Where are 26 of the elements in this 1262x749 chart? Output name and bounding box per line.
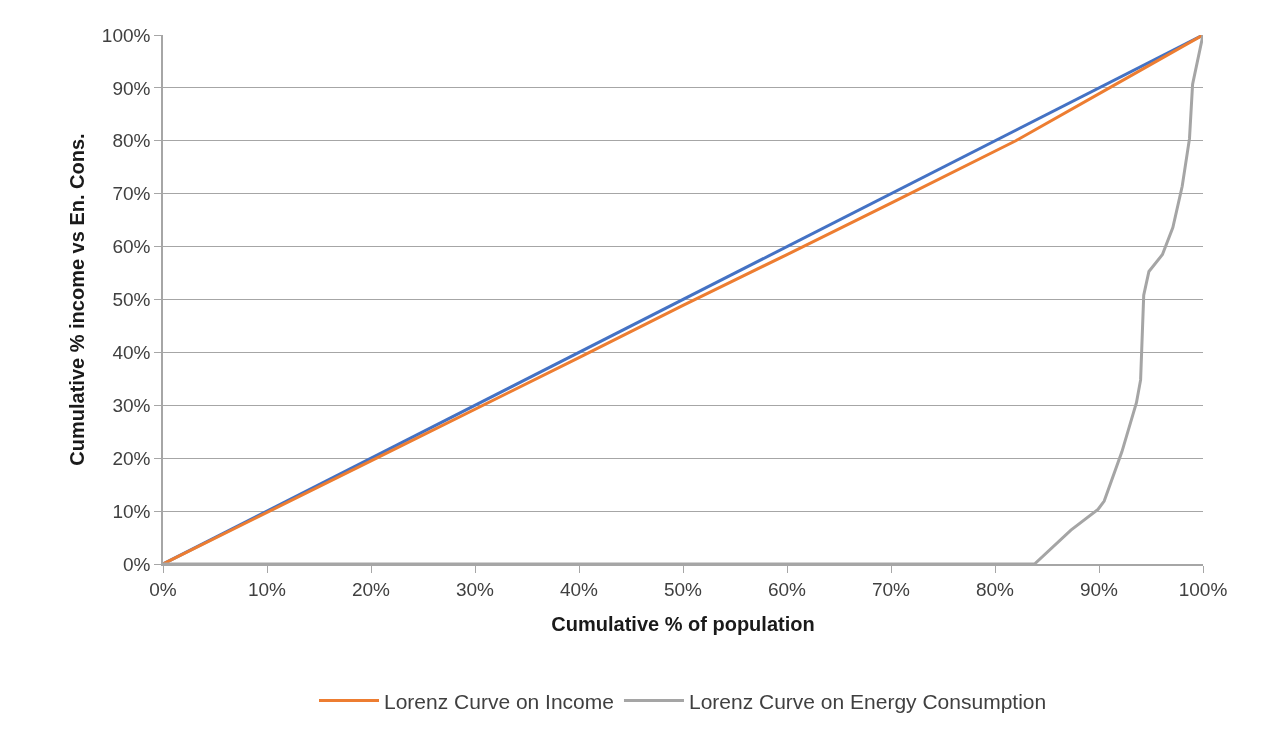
y-tick-label: 30% [112,394,151,416]
y-tick-label: 20% [112,447,151,469]
y-tick-label: 0% [122,553,151,575]
y-tick-label: 100% [101,24,151,46]
x-tick-label: 60% [767,578,807,600]
y-tick-label: 10% [112,500,151,522]
x-tick-label: 80% [975,578,1015,600]
x-tick-label: 10% [247,578,287,600]
x-tick-label: 20% [351,578,391,600]
x-tick-label: 100% [1178,578,1228,600]
y-tick-label: 60% [112,236,151,258]
x-axis-title: Cumulative % of population [551,612,815,635]
y-tick-label: 80% [112,130,151,152]
x-tick-label: 0% [149,578,177,600]
y-tick-label: 40% [112,342,151,364]
x-tick-label: 40% [559,578,599,600]
legend-label: Lorenz Curve on Energy Consumption [688,689,1047,713]
x-tick-label: 90% [1079,578,1119,600]
x-tick-label: 30% [455,578,495,600]
x-tick-label: 70% [871,578,911,600]
y-tick-label: 70% [112,183,151,205]
legend-label: Lorenz Curve on Income [384,689,614,713]
y-tick-label: 50% [112,289,151,311]
y-tick-label: 90% [112,77,151,99]
y-axis-title: Cumulative % income vs En. Cons. [65,133,88,466]
x-tick-label: 50% [663,578,703,600]
